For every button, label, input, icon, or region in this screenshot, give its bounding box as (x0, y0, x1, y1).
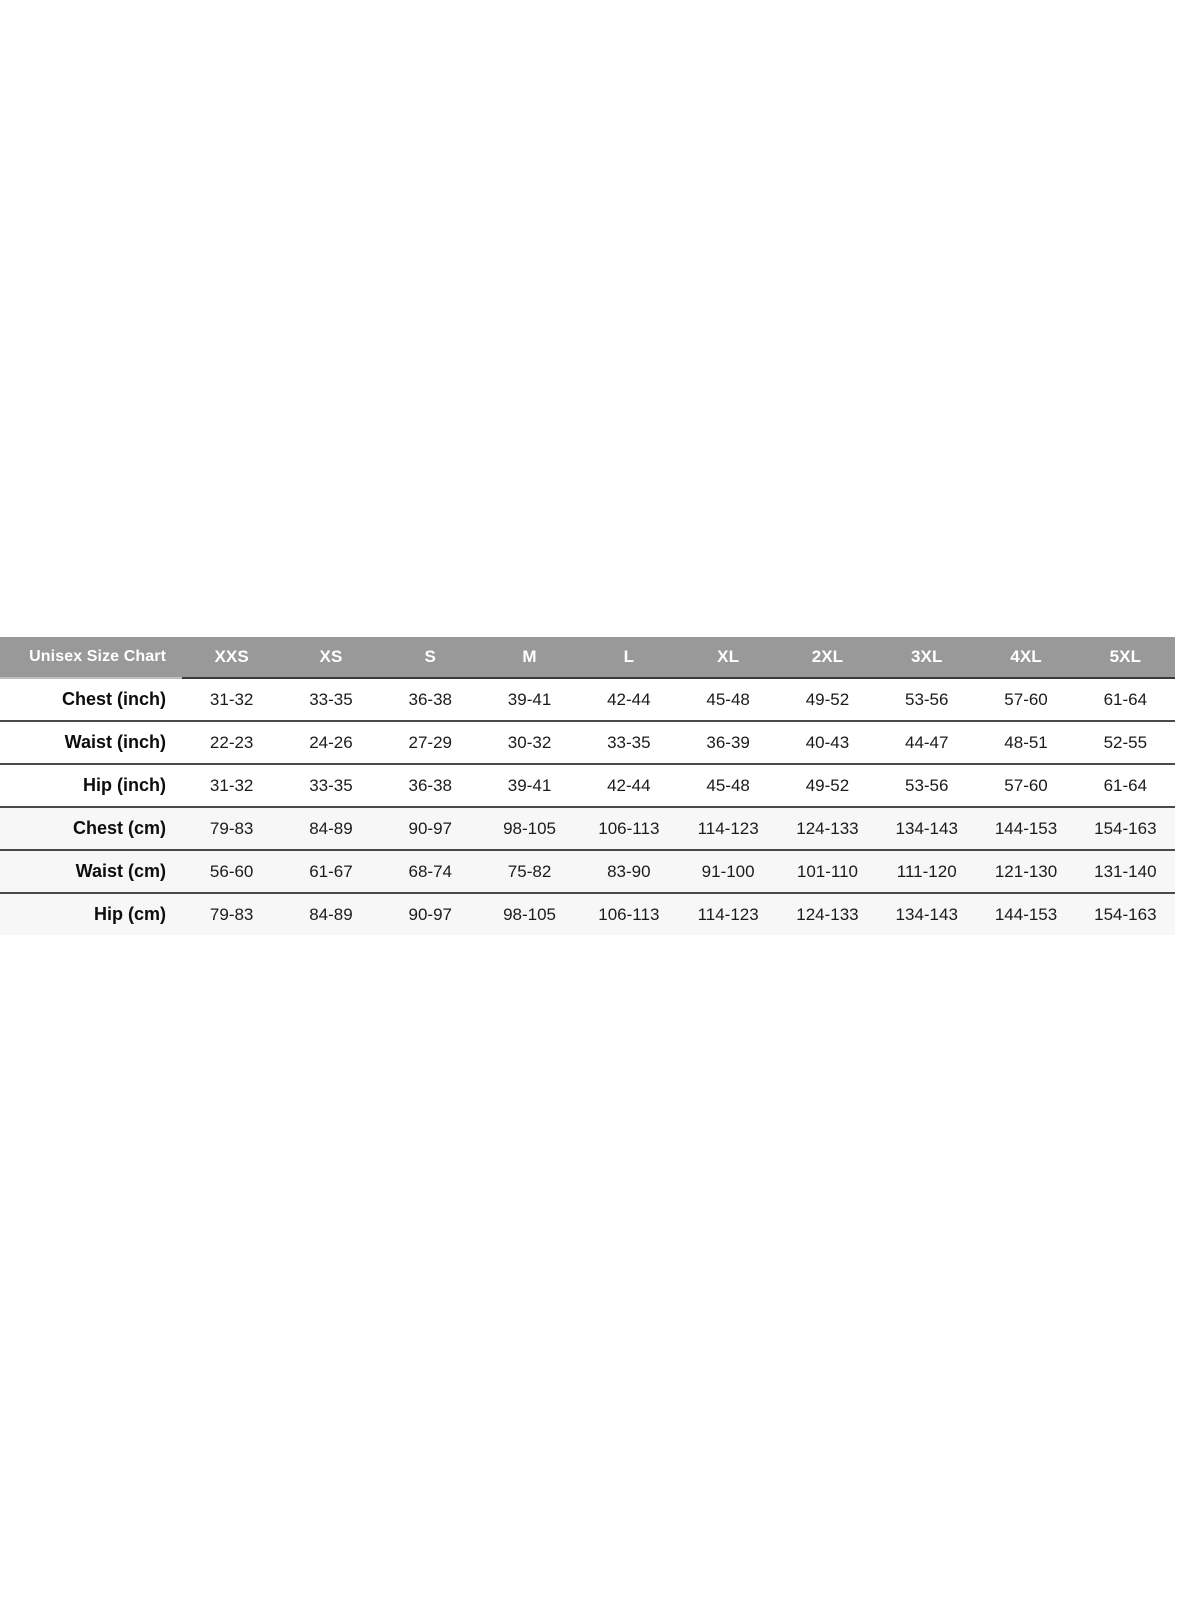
cell-chest-inch-3xl: 53-56 (877, 677, 977, 721)
cell-waist-inch-xl: 36-39 (678, 720, 778, 764)
table-row: Hip (cm) 79-83 84-89 90-97 98-105 106-11… (0, 892, 1175, 935)
cell-waist-cm-3xl: 111-120 (877, 849, 977, 893)
cell-waist-inch-2xl: 40-43 (777, 720, 878, 764)
cell-hip-inch-xxs: 31-32 (182, 763, 282, 807)
table-row: Chest (inch) 31-32 33-35 36-38 39-41 42-… (0, 677, 1175, 721)
cell-hip-cm-xxs: 79-83 (182, 892, 282, 935)
header-size-5xl: 5XL (1109, 647, 1142, 666)
cell-chest-cm-m: 98-105 (479, 806, 580, 850)
table-row: Hip (inch) 31-32 33-35 36-38 39-41 42-44… (0, 763, 1175, 807)
cell-waist-cm-5xl: 131-140 (1075, 849, 1175, 893)
header-size-2xl: 2XL (811, 647, 844, 666)
cell-chest-inch-s: 36-38 (380, 677, 480, 721)
header-size-m: M (522, 647, 537, 666)
cell-chest-inch-l: 42-44 (579, 677, 679, 721)
cell-waist-cm-xs: 61-67 (281, 849, 381, 893)
row-label-chest-cm: Chest (cm) (0, 806, 182, 850)
cell-chest-cm-4xl: 144-153 (976, 806, 1076, 850)
cell-waist-cm-s: 68-74 (380, 849, 480, 893)
cell-chest-inch-xl: 45-48 (678, 677, 778, 721)
row-label-hip-cm: Hip (cm) (0, 892, 182, 935)
cell-hip-inch-4xl: 57-60 (976, 763, 1076, 807)
cell-hip-cm-3xl: 134-143 (877, 892, 977, 935)
cell-waist-inch-s: 27-29 (380, 720, 480, 764)
cell-chest-inch-4xl: 57-60 (976, 677, 1076, 721)
row-label-waist-inch: Waist (inch) (0, 720, 182, 764)
table-row: Waist (inch) 22-23 24-26 27-29 30-32 33-… (0, 720, 1175, 764)
cell-hip-inch-l: 42-44 (579, 763, 679, 807)
table-header: Unisex Size Chart XXS XS S M L XL 2XL 3X… (0, 637, 1175, 678)
cell-hip-cm-l: 106-113 (579, 892, 679, 935)
header-corner-label: Unisex Size Chart (29, 648, 166, 665)
table-row: Chest (cm) 79-83 84-89 90-97 98-105 106-… (0, 806, 1175, 850)
header-size-4xl: 4XL (1010, 647, 1042, 666)
cell-waist-cm-4xl: 121-130 (976, 849, 1076, 893)
cell-hip-cm-xs: 84-89 (281, 892, 381, 935)
cell-chest-cm-xl: 114-123 (678, 806, 778, 850)
header-size-xxs: XXS (214, 647, 249, 666)
cell-waist-inch-xxs: 22-23 (182, 720, 282, 764)
table-body: Chest (inch) 31-32 33-35 36-38 39-41 42-… (0, 677, 1175, 935)
cell-waist-inch-5xl: 52-55 (1075, 720, 1175, 764)
cell-waist-inch-4xl: 48-51 (976, 720, 1076, 764)
cell-waist-cm-l: 83-90 (579, 849, 679, 893)
cell-hip-cm-s: 90-97 (380, 892, 480, 935)
cell-waist-cm-2xl: 101-110 (777, 849, 878, 893)
cell-hip-inch-xs: 33-35 (281, 763, 381, 807)
row-label-hip-inch: Hip (inch) (0, 763, 182, 807)
size-chart-container: Unisex Size Chart XXS XS S M L XL 2XL 3X… (0, 637, 1175, 935)
cell-hip-inch-s: 36-38 (380, 763, 480, 807)
unisex-size-chart-table: Unisex Size Chart XXS XS S M L XL 2XL 3X… (0, 637, 1175, 935)
header-size-s: S (424, 647, 436, 666)
cell-hip-cm-5xl: 154-163 (1075, 892, 1175, 935)
header-size-xs: XS (319, 647, 343, 666)
cell-chest-cm-3xl: 134-143 (877, 806, 977, 850)
cell-hip-inch-m: 39-41 (479, 763, 580, 807)
cell-hip-inch-3xl: 53-56 (877, 763, 977, 807)
cell-waist-inch-xs: 24-26 (281, 720, 381, 764)
cell-waist-cm-xl: 91-100 (678, 849, 778, 893)
cell-chest-inch-xs: 33-35 (281, 677, 381, 721)
cell-waist-cm-m: 75-82 (479, 849, 580, 893)
cell-chest-inch-5xl: 61-64 (1075, 677, 1175, 721)
cell-chest-cm-2xl: 124-133 (777, 806, 878, 850)
header-row: Unisex Size Chart XXS XS S M L XL 2XL 3X… (0, 637, 1175, 678)
cell-hip-cm-m: 98-105 (479, 892, 580, 935)
cell-waist-inch-3xl: 44-47 (877, 720, 977, 764)
header-size-3xl: 3XL (910, 647, 943, 666)
cell-waist-inch-l: 33-35 (579, 720, 679, 764)
cell-chest-inch-2xl: 49-52 (777, 677, 878, 721)
cell-chest-cm-l: 106-113 (579, 806, 679, 850)
table-row: Waist (cm) 56-60 61-67 68-74 75-82 83-90… (0, 849, 1175, 893)
cell-chest-inch-m: 39-41 (479, 677, 580, 721)
cell-chest-cm-s: 90-97 (380, 806, 480, 850)
header-size-l: L (623, 647, 635, 666)
header-size-xl: XL (717, 647, 740, 666)
cell-chest-cm-xs: 84-89 (281, 806, 381, 850)
cell-chest-inch-xxs: 31-32 (182, 677, 282, 721)
cell-hip-inch-2xl: 49-52 (777, 763, 878, 807)
cell-hip-cm-2xl: 124-133 (777, 892, 878, 935)
row-label-chest-inch: Chest (inch) (0, 677, 182, 721)
cell-chest-cm-5xl: 154-163 (1075, 806, 1175, 850)
cell-hip-inch-xl: 45-48 (678, 763, 778, 807)
cell-waist-cm-xxs: 56-60 (182, 849, 282, 893)
cell-hip-cm-xl: 114-123 (678, 892, 778, 935)
cell-waist-inch-m: 30-32 (479, 720, 580, 764)
cell-hip-cm-4xl: 144-153 (976, 892, 1076, 935)
cell-chest-cm-xxs: 79-83 (182, 806, 282, 850)
row-label-waist-cm: Waist (cm) (0, 849, 182, 893)
cell-hip-inch-5xl: 61-64 (1075, 763, 1175, 807)
